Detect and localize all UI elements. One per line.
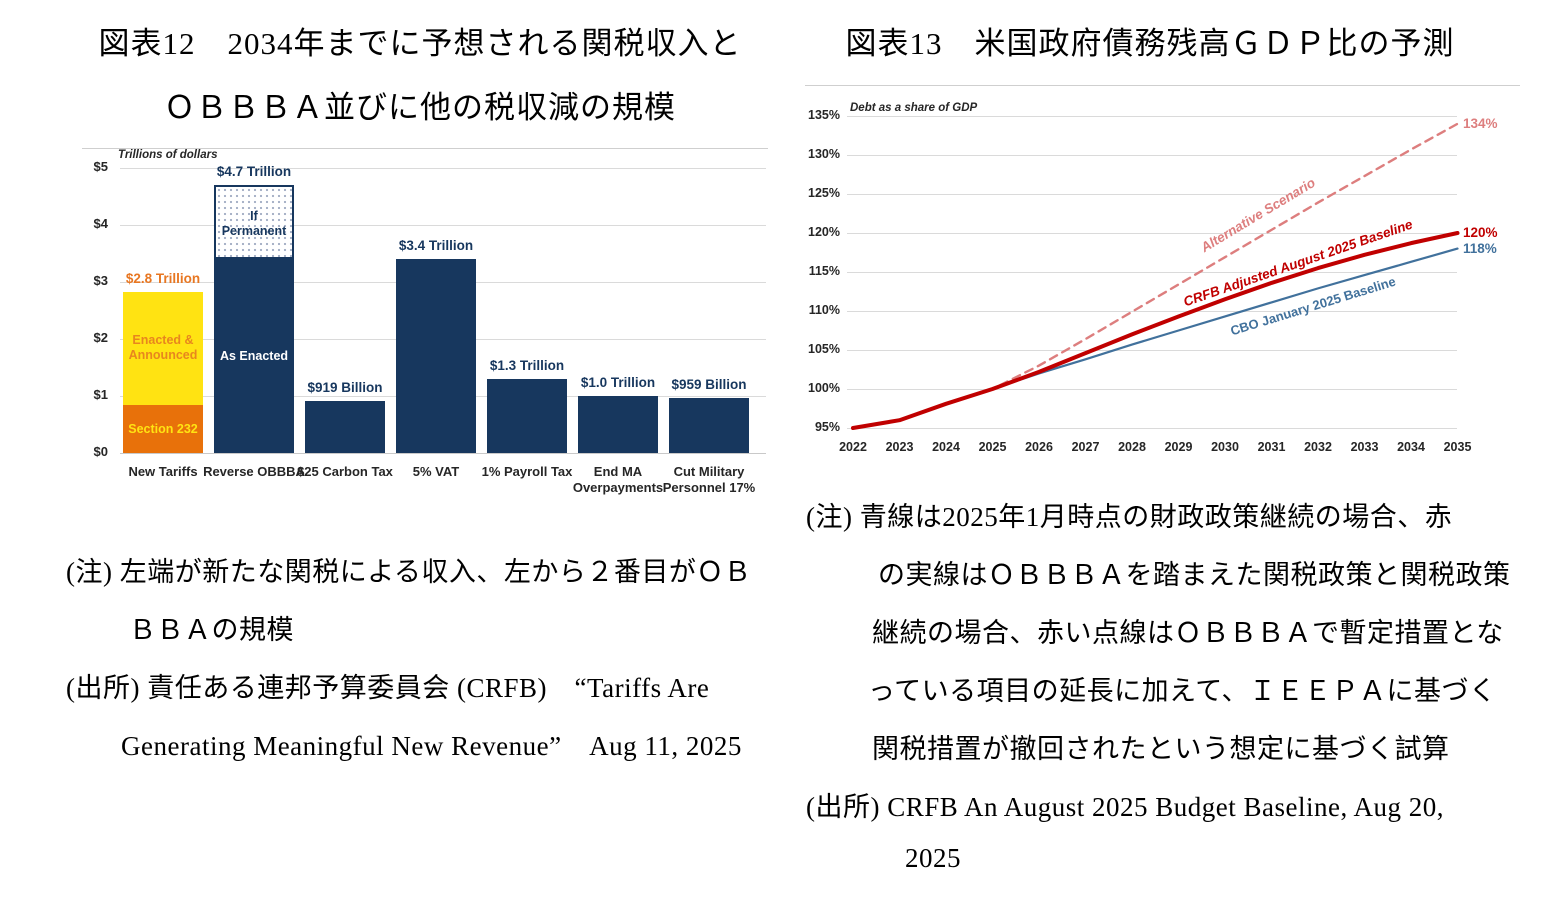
gridline	[847, 350, 1457, 351]
note-line: Generating Meaningful New Revenue” Aug 1…	[121, 731, 742, 761]
note-line: (出所) 責任ある連邦予算委員会 (CRFB) “Tariffs Are	[66, 673, 710, 703]
bar-value-label: $2.8 Trillion	[125, 270, 201, 286]
note-line: の実線はＯＢＢＢＡを踏まえた関税政策と関税政策	[878, 560, 1511, 590]
line-series-plot	[851, 122, 1460, 430]
gridline	[847, 389, 1457, 390]
bar-segment	[487, 378, 567, 453]
bar-segment	[669, 398, 749, 453]
y-tick-label: $5	[93, 159, 108, 174]
figure12-title-line1: 図表12 2034年までに予想される関税収入と	[98, 26, 742, 61]
bar-segment-label: Enacted & Announced	[128, 333, 198, 363]
gridline	[847, 194, 1457, 195]
gridline	[847, 116, 1457, 117]
gridline	[847, 233, 1457, 234]
bar-value-label: $1.0 Trillion	[580, 375, 656, 390]
bar-segment	[305, 400, 385, 453]
x-tick-label: 2035	[1443, 440, 1472, 454]
chart-top-border	[82, 148, 768, 149]
x-tick-label: 2028	[1118, 440, 1146, 454]
bar-category-label: 5% VAT	[412, 464, 460, 479]
figure13-title: 図表13 米国政府債務残高ＧＤＰ比の予測	[845, 26, 1455, 61]
x-tick-label: 2031	[1257, 440, 1286, 454]
gridline	[120, 225, 766, 226]
bar-category-label: New Tariffs	[128, 464, 198, 479]
bar-segment: Section 232	[123, 405, 203, 453]
x-tick-label: 2022	[839, 440, 867, 454]
note-line: 継続の場合、赤い点線はＯＢＢＢＡで暫定措置とな	[872, 618, 1504, 648]
series-end-value: 134%	[1463, 115, 1498, 131]
x-tick-label: 2032	[1304, 440, 1332, 454]
bar-value-label: $1.3 Trillion	[489, 357, 565, 373]
y-tick-label: $1	[93, 387, 108, 402]
chart-inner-title: Debt as a share of GDP	[850, 102, 978, 114]
y-tick-label: $4	[93, 216, 108, 231]
y-tick-label: 125%	[808, 186, 840, 200]
series-end-value: 120%	[1463, 225, 1498, 240]
y-tick-label: 95%	[814, 420, 840, 434]
y-axis-title: Trillions of dollars	[118, 149, 218, 161]
bar-value-label: $919 Billion	[307, 379, 383, 395]
note-line: (出所) CRFB An August 2025 Budget Baseline…	[806, 792, 1445, 822]
bar-value-label: $4.7 Trillion	[216, 164, 292, 180]
y-tick-label: $0	[93, 444, 108, 459]
y-tick-label: 105%	[808, 342, 840, 356]
series-line	[851, 231, 1460, 430]
y-tick-label: 135%	[808, 108, 840, 122]
y-tick-label: 115%	[808, 264, 840, 278]
y-tick-label: 110%	[808, 303, 840, 317]
series-line	[851, 122, 1459, 430]
gridline	[847, 428, 1457, 429]
bar-segment	[396, 259, 476, 453]
note-line: 2025	[905, 843, 961, 873]
bar-value-label: $3.4 Trillion	[398, 238, 474, 254]
figure12-title-line2: ＯＢＢＢＡ並びに他の税収減の規模	[164, 90, 676, 125]
bar-segment: If Permanent	[214, 185, 294, 260]
gridline	[847, 155, 1457, 156]
bar-category-label: Cut Military Personnel 17%	[662, 464, 756, 496]
note-line: (注) 左端が新たな関税による収入、左から２番目がＯＢ	[66, 557, 752, 587]
bar-category-label: Reverse OBBBA	[203, 464, 305, 479]
note-line: 関税措置が撤回されたという想定に基づく試算	[872, 734, 1450, 764]
x-tick-label: 2034	[1397, 440, 1425, 454]
bar-segment-label: As Enacted	[219, 348, 289, 363]
bar-category-label: 1% Payroll Tax	[481, 464, 573, 479]
x-tick-label: 2025	[978, 440, 1007, 454]
y-tick-label: 100%	[808, 381, 840, 395]
chart-top-border	[805, 85, 1520, 86]
x-tick-label: 2024	[932, 440, 960, 454]
x-axis-line	[120, 453, 766, 454]
note-line: ＢＢＡの規模	[129, 615, 294, 645]
bar-category-label: $25 Carbon Tax	[297, 464, 393, 479]
y-tick-label: 120%	[808, 225, 840, 239]
gridline	[847, 272, 1457, 273]
note-line: (注) 青線は2025年1月時点の財政政策継続の場合、赤	[806, 502, 1453, 532]
x-tick-label: 2030	[1211, 440, 1239, 454]
bar-segment-label: Section 232	[128, 421, 198, 436]
bar-segment-label: If Permanent	[221, 209, 287, 239]
debt-gdp-line-chart: Debt as a share of GDP 135% 130% 125% 120% 11…	[800, 80, 1543, 480]
x-tick-label: 2026	[1025, 440, 1053, 454]
x-tick-label: 2033	[1350, 440, 1379, 454]
bar-segment: Enacted & Announced	[123, 291, 203, 406]
gridline	[120, 168, 766, 169]
tariff-revenue-bar-chart: Trillions of dollars $5 $4 $3 $2 $1 $0 Section …	[78, 148, 768, 510]
bar-value-label: $959 Billion	[671, 377, 747, 393]
y-tick-label: 130%	[808, 147, 840, 161]
bar-segment: As Enacted	[214, 259, 294, 453]
series-end-value: 118%	[1463, 240, 1497, 256]
bar-category-label: End MA Overpayments	[572, 464, 664, 496]
gridline	[847, 311, 1457, 312]
note-line: っている項目の延長に加えて、ＩＥＥＰＡに基づく	[868, 676, 1497, 706]
x-tick-label: 2027	[1071, 440, 1100, 454]
series-line	[851, 247, 1459, 430]
y-tick-label: $2	[93, 330, 108, 345]
bar-segment	[578, 396, 658, 453]
x-tick-label: 2023	[885, 440, 914, 454]
x-tick-label: 2029	[1164, 440, 1193, 454]
y-tick-label: $3	[93, 273, 108, 288]
